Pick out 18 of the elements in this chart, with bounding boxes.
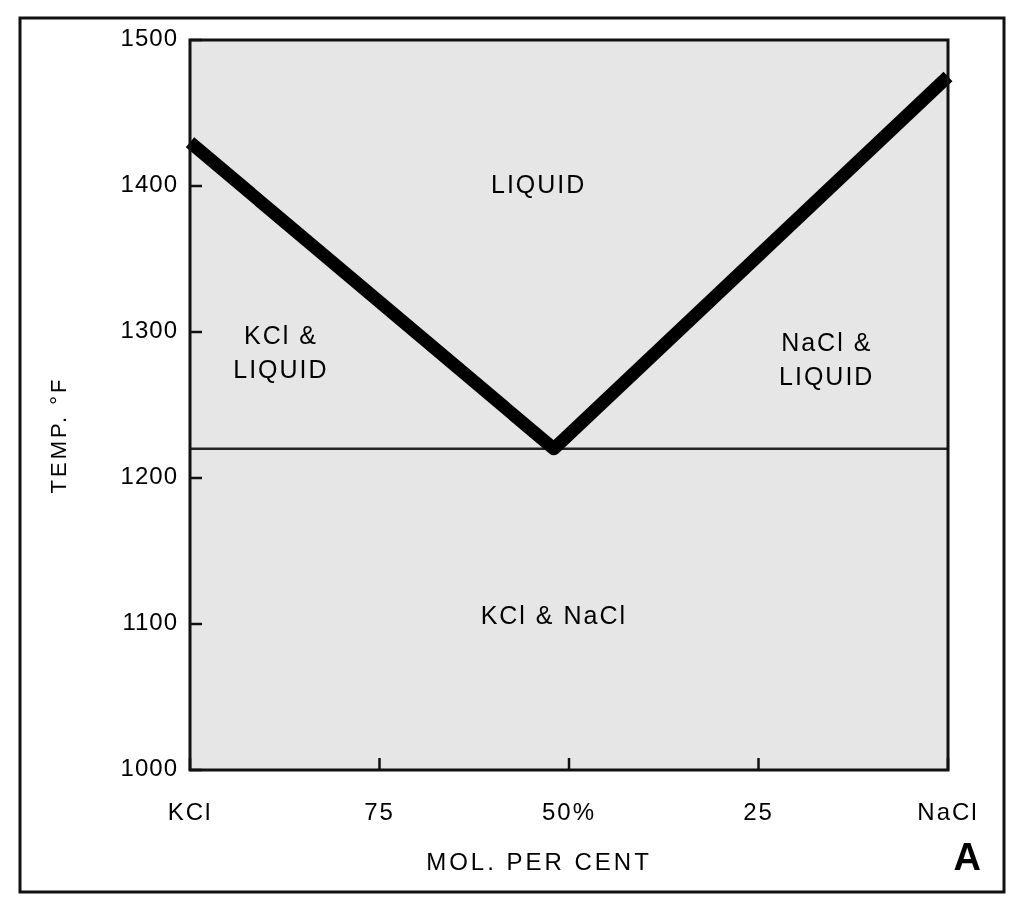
y-tick-label: 1500	[120, 24, 178, 52]
annotation: LIQUID	[491, 169, 587, 198]
x-tick-label: 50%	[541, 798, 597, 825]
annotation: NaCl & LIQUID	[779, 327, 875, 390]
annotation: KCl & NaCl	[480, 600, 628, 629]
y-axis-title: TEMP. °F	[46, 376, 71, 494]
y-tick-label: 1200	[120, 462, 178, 490]
x-tick-label: 75	[364, 798, 395, 825]
y-tick-label: 1300	[120, 316, 178, 344]
y-tick-label: 1000	[120, 754, 178, 782]
x-tick-label: KCl	[167, 798, 213, 825]
y-tick-label: 1400	[120, 170, 178, 198]
x-axis-title: MOL. PER CENT	[426, 848, 652, 875]
x-tick-label: NaCl	[917, 798, 979, 825]
x-tick-label: 25	[743, 798, 774, 825]
text: A	[953, 836, 981, 878]
annotation: KCl & LIQUID	[233, 320, 329, 383]
y-tick-label: 1100	[122, 608, 178, 636]
